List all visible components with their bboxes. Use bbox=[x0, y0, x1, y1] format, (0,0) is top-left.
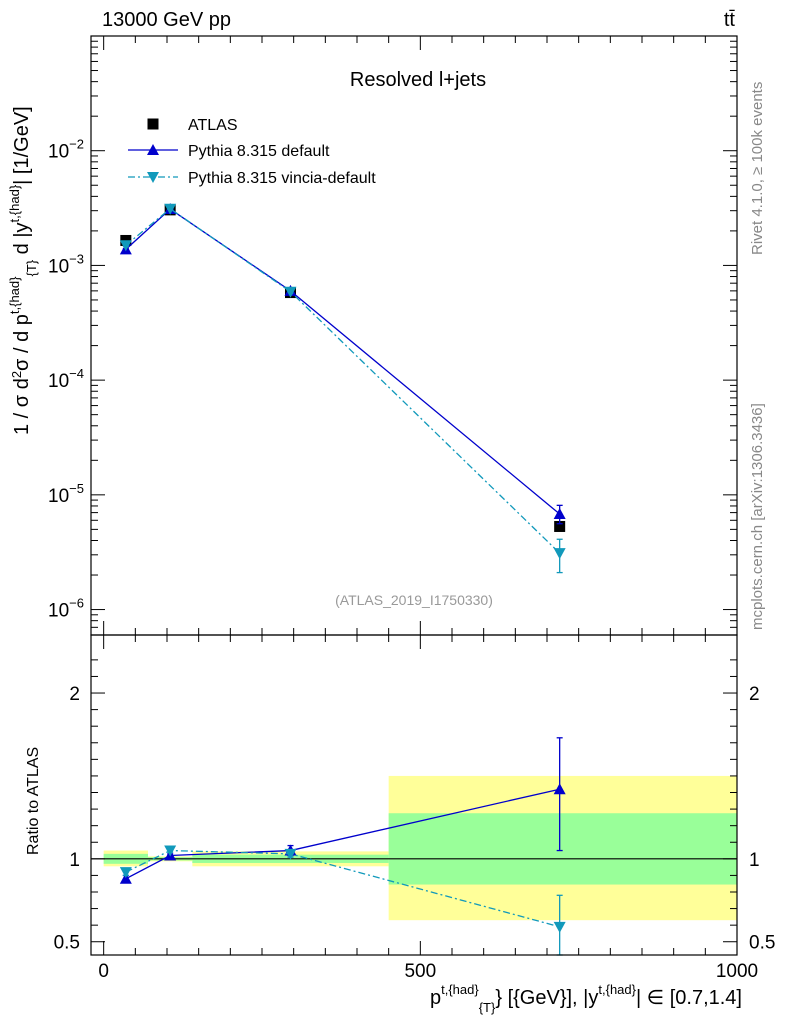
ratio-y-tick-label-right: 0.5 bbox=[749, 933, 775, 954]
data-point-2-2 bbox=[284, 286, 297, 298]
legend-label-1: Pythia 8.315 default bbox=[188, 143, 330, 160]
data-point-2-3 bbox=[553, 548, 566, 560]
ratio-y-tick-label-right: 1 bbox=[749, 850, 760, 871]
analysis-watermark: (ATLAS_2019_I1750330) bbox=[335, 592, 493, 608]
ratio-series-line-0 bbox=[125, 788, 560, 880]
ratio-y-axis-label: Ratio to ATLAS bbox=[25, 747, 42, 855]
y-tick-base: 10 bbox=[48, 601, 69, 622]
y-tick-label: 10−4 bbox=[48, 366, 84, 392]
y-tick-label: 10−2 bbox=[48, 137, 84, 163]
ratio-point-1-3 bbox=[553, 921, 566, 933]
y-tick-exp: −3 bbox=[69, 251, 84, 266]
ratio-frame bbox=[90, 634, 738, 956]
y-tick-exp: −4 bbox=[69, 366, 84, 381]
uncertainty-band-green-3 bbox=[388, 813, 737, 885]
data-point-2-0 bbox=[119, 240, 132, 252]
x-tick-label: 500 bbox=[404, 961, 436, 982]
y-tick-base: 10 bbox=[48, 256, 69, 277]
y-tick-label: 10−6 bbox=[48, 596, 84, 622]
data-point-2-1 bbox=[164, 203, 177, 215]
y-tick-base: 10 bbox=[48, 371, 69, 392]
x-tick-label: 1000 bbox=[716, 961, 758, 982]
main-y-axis-label: 1 / σ d2σ / d pt,{had}{T} d |yt,{had}| [… bbox=[7, 106, 39, 435]
header-left: 13000 GeV pp bbox=[102, 9, 231, 31]
ratio-y-tick-label-left: 1 bbox=[69, 850, 80, 871]
ratio-point-0-3 bbox=[553, 783, 566, 795]
legend: ATLAS Pythia 8.315 default Pythia 8.315 vi… bbox=[128, 117, 376, 187]
y-tick-base: 10 bbox=[48, 142, 69, 163]
ratio-series-line-1 bbox=[125, 849, 560, 928]
main-panel: 10−610−510−410−310−2 Resolved l+jets (AT… bbox=[7, 35, 738, 636]
ratio-point-1-0 bbox=[119, 867, 132, 879]
plot-title: Resolved l+jets bbox=[350, 69, 486, 91]
x-axis-label: pt,{had}{T}} [{GeV}], |yt,{had}| ∈ [0.7,… bbox=[430, 982, 742, 1015]
ratio-y-tick-label-left: 0.5 bbox=[54, 933, 80, 954]
ratio-point-0-0 bbox=[119, 872, 132, 884]
y-tick-label: 10−3 bbox=[48, 251, 84, 277]
y-tick-exp: −5 bbox=[69, 481, 84, 496]
main-ticks: 10−610−510−410−310−2 bbox=[48, 35, 738, 636]
y-tick-exp: −2 bbox=[69, 137, 84, 152]
legend-label-2: Pythia 8.315 vincia-default bbox=[188, 170, 376, 187]
y-tick-exp: −6 bbox=[69, 596, 84, 611]
ratio-point-1-2 bbox=[284, 848, 297, 860]
header-right: tt̄ bbox=[724, 9, 736, 31]
legend-marker-2 bbox=[147, 172, 159, 183]
source-label: mcplots.cern.ch [arXiv:1306.3436] bbox=[749, 403, 766, 630]
series-line-2 bbox=[125, 207, 561, 554]
y-tick-base: 10 bbox=[48, 486, 69, 507]
main-marks bbox=[119, 203, 566, 574]
legend-marker-1 bbox=[147, 144, 159, 155]
ratio-y-tick-label-right: 2 bbox=[749, 684, 760, 705]
ratio-marks bbox=[91, 737, 737, 956]
legend-label-0: ATLAS bbox=[188, 117, 238, 134]
series-line-1 bbox=[125, 208, 561, 515]
rivet-label: Rivet 4.1.0, ≥ 100k events bbox=[749, 82, 766, 255]
x-tick-label: 0 bbox=[98, 961, 109, 982]
legend-marker-0 bbox=[147, 118, 159, 130]
data-point-0-3 bbox=[554, 520, 566, 532]
ratio-point-1-1 bbox=[164, 845, 177, 857]
ratio-y-tick-label-left: 2 bbox=[69, 684, 80, 705]
y-tick-label: 10−5 bbox=[48, 481, 84, 507]
data-point-1-3 bbox=[553, 508, 566, 520]
ratio-ticks: 0.5 0.5 1 1 2 2 0 500 1000 bbox=[54, 635, 775, 982]
ratio-panel: 0.5 0.5 1 1 2 2 0 500 1000 Ratio to ATLAS bbox=[25, 634, 775, 982]
